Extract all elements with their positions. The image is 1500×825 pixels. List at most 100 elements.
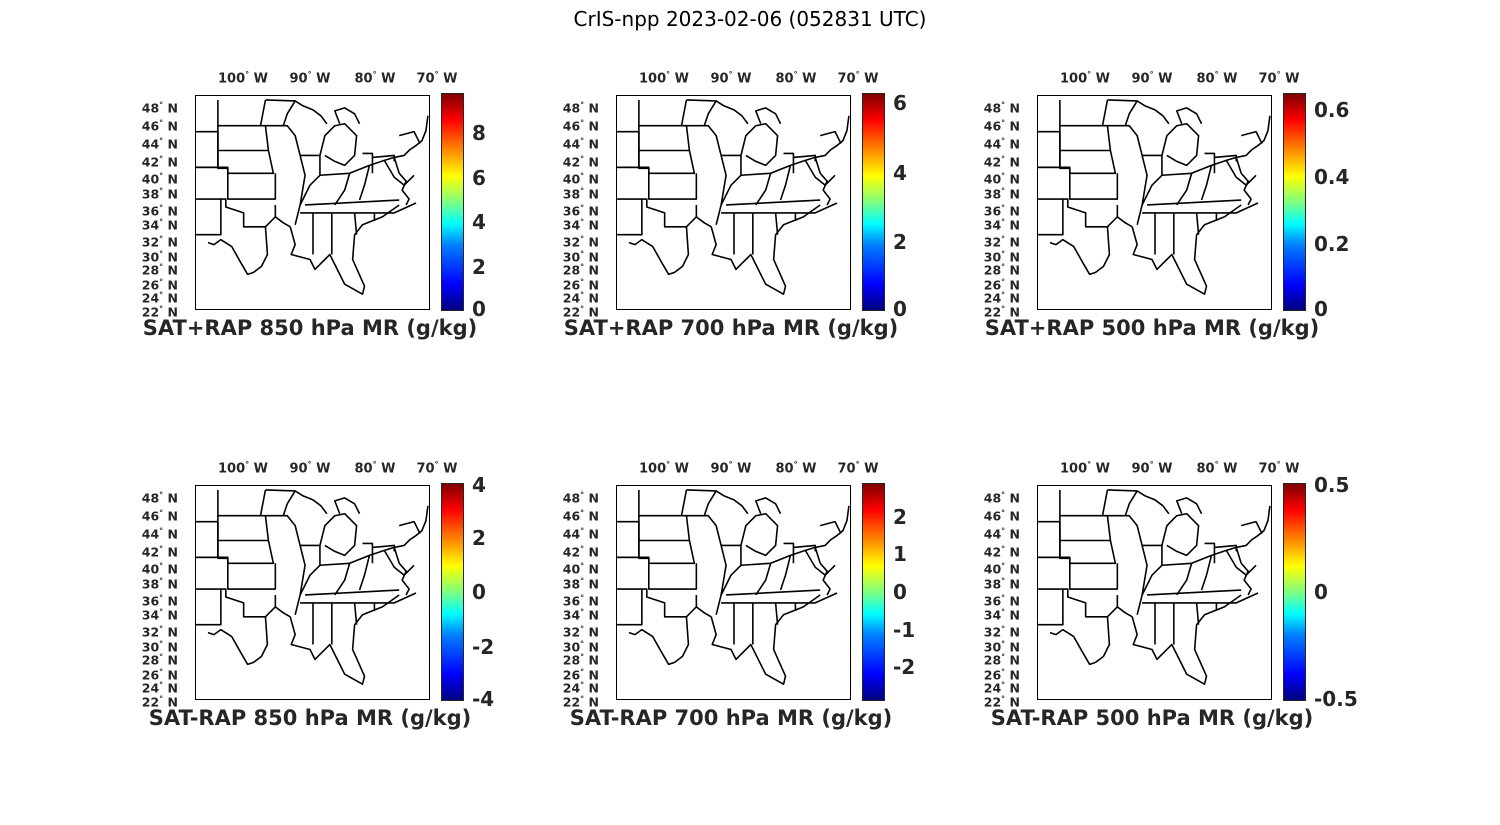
latitude-label: 40° N bbox=[983, 171, 1020, 187]
latitude-label: 22° N bbox=[141, 304, 178, 320]
latitude-label: 42° N bbox=[983, 544, 1020, 560]
latitude-label: 28° N bbox=[983, 652, 1020, 668]
state-boundary bbox=[1131, 204, 1242, 295]
state-boundary bbox=[299, 544, 321, 596]
latitude-label: 38° N bbox=[562, 576, 599, 592]
state-boundary bbox=[1195, 212, 1200, 235]
state-boundary bbox=[740, 156, 821, 177]
latitude-label: 30° N bbox=[141, 249, 178, 265]
colorbar-tick-label: 2 bbox=[472, 525, 486, 550]
state-boundary bbox=[819, 130, 842, 144]
state-boundary bbox=[353, 602, 358, 625]
latitude-label: 44° N bbox=[562, 136, 599, 152]
state-boundary bbox=[265, 489, 328, 515]
latitude-label: 38° N bbox=[983, 576, 1020, 592]
state-boundary bbox=[217, 150, 275, 175]
state-boundary bbox=[398, 130, 421, 144]
state-boundary bbox=[1038, 130, 1061, 169]
state-boundary bbox=[819, 520, 842, 534]
state-boundary bbox=[617, 166, 698, 200]
longitude-label: 70° W bbox=[837, 460, 879, 477]
longitude-axis: 100° W 90° W 80° W 70° W bbox=[616, 460, 886, 478]
map-panel: 100° W 90° W 80° W 70° W 48° N 46° N 44° N 42° … bbox=[521, 70, 1001, 350]
longitude-axis: 100° W 90° W 80° W 70° W bbox=[616, 70, 886, 88]
state-boundary bbox=[1204, 152, 1216, 174]
longitude-label: 90° W bbox=[289, 460, 331, 477]
colorbar bbox=[862, 93, 885, 311]
panel-caption: SAT-RAP 700 hPa MR (g/kg) bbox=[569, 706, 893, 730]
latitude-label: 46° N bbox=[983, 118, 1020, 134]
latitude-label: 28° N bbox=[141, 652, 178, 668]
state-boundary bbox=[783, 152, 795, 174]
latitude-label: 40° N bbox=[983, 561, 1020, 577]
state-boundary bbox=[1059, 150, 1117, 175]
state-boundary bbox=[774, 602, 779, 625]
state-boundary bbox=[1225, 159, 1257, 186]
latitude-label: 36° N bbox=[562, 593, 599, 609]
latitude-label: 22° N bbox=[141, 694, 178, 710]
state-boundary bbox=[1059, 99, 1109, 127]
colorbar-tick-label: 6 bbox=[893, 91, 907, 116]
state-boundary bbox=[638, 540, 696, 565]
latitude-label: 26° N bbox=[141, 667, 178, 683]
longitude-label: 100° W bbox=[1059, 460, 1111, 477]
state-boundary bbox=[638, 125, 691, 152]
state-boundary bbox=[815, 505, 850, 549]
state-boundary bbox=[804, 159, 836, 186]
latitude-label: 26° N bbox=[562, 667, 599, 683]
colorbar bbox=[1283, 483, 1306, 701]
state-boundary bbox=[217, 125, 270, 152]
state-boundary bbox=[1161, 122, 1200, 167]
longitude-label: 100° W bbox=[217, 70, 269, 87]
colorbar-tick-label: 0 bbox=[1314, 297, 1328, 321]
latitude-label: 48° N bbox=[983, 100, 1020, 116]
state-boundary bbox=[1059, 540, 1117, 565]
state-boundary bbox=[1195, 602, 1200, 625]
state-boundary bbox=[207, 226, 269, 276]
state-boundary bbox=[1049, 616, 1111, 666]
state-boundary bbox=[217, 540, 275, 565]
state-boundary bbox=[372, 544, 396, 552]
colorbar-tick-label: 2 bbox=[893, 504, 907, 529]
state-boundaries bbox=[1038, 99, 1271, 295]
latitude-label: 38° N bbox=[141, 186, 178, 202]
latitude-axis: 48° N 46° N 44° N 42° N 40° N 38° N 36° N 34° N… bbox=[118, 96, 178, 318]
state-boundary bbox=[372, 154, 396, 162]
state-boundary bbox=[638, 99, 688, 127]
longitude-label: 90° W bbox=[1131, 460, 1173, 477]
colorbar-tick-label: 0.5 bbox=[1314, 473, 1350, 497]
latitude-label: 38° N bbox=[983, 186, 1020, 202]
state-boundary bbox=[638, 150, 696, 175]
latitude-axis: 48° N 46° N 44° N 42° N 40° N 38° N 36° N 34° N… bbox=[539, 486, 599, 708]
state-boundary bbox=[1240, 172, 1252, 206]
latitude-label: 24° N bbox=[562, 680, 599, 696]
latitude-label: 30° N bbox=[562, 639, 599, 655]
state-boundary bbox=[358, 165, 371, 201]
latitude-label: 42° N bbox=[141, 154, 178, 170]
latitude-label: 44° N bbox=[141, 526, 178, 542]
latitude-label: 36° N bbox=[141, 203, 178, 219]
latitude-label: 30° N bbox=[983, 639, 1020, 655]
latitude-label: 26° N bbox=[141, 277, 178, 293]
latitude-label: 34° N bbox=[983, 607, 1020, 623]
state-boundary bbox=[196, 166, 277, 200]
state-boundary bbox=[804, 549, 836, 576]
state-boundary bbox=[1038, 520, 1061, 559]
state-boundary bbox=[726, 199, 821, 206]
state-boundary bbox=[755, 563, 772, 596]
colorbar bbox=[1283, 93, 1306, 311]
longitude-axis: 100° W 90° W 80° W 70° W bbox=[1037, 70, 1307, 88]
longitude-label: 80° W bbox=[354, 460, 396, 477]
latitude-label: 24° N bbox=[141, 680, 178, 696]
colorbar bbox=[441, 483, 464, 701]
state-boundaries bbox=[196, 489, 429, 685]
state-boundary bbox=[754, 497, 782, 515]
colorbar-tick-label: -2 bbox=[893, 655, 916, 680]
state-boundary bbox=[710, 204, 821, 295]
latitude-label: 26° N bbox=[983, 667, 1020, 683]
state-boundary bbox=[217, 99, 267, 127]
state-boundary bbox=[815, 115, 850, 159]
state-boundary bbox=[398, 520, 421, 534]
state-boundary bbox=[779, 165, 792, 201]
colorbar-tick-label: 0.4 bbox=[1314, 164, 1350, 189]
